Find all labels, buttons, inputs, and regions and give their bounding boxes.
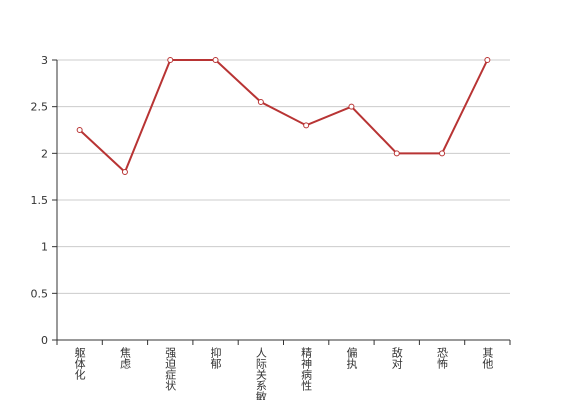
y-tick-label: 0 [41, 334, 48, 347]
data-point [167, 57, 174, 63]
series-line [78, 59, 489, 174]
x-tick-label: 躯体化 [73, 347, 86, 381]
data-point [257, 99, 264, 105]
data-point [212, 57, 219, 63]
x-tick-label: 强迫症状 [164, 347, 177, 391]
x-tick-label: 敌对 [390, 346, 403, 369]
data-point [121, 169, 128, 175]
y-tick-label: 2 [41, 147, 48, 160]
y-tick-label: 2.5 [31, 101, 49, 114]
y-tick-label: 1 [41, 241, 48, 254]
x-tick-label: 抑郁 [209, 346, 222, 369]
x-tick-label: 偏执 [345, 346, 358, 370]
x-tick-label: 恐怖 [436, 347, 449, 369]
data-point [393, 150, 400, 157]
x-tick-label: 精神病性 [300, 347, 313, 392]
y-tick-label: 3 [41, 54, 48, 67]
data-point [439, 150, 446, 157]
data-point [484, 57, 491, 63]
x-tick-label: 焦虑 [118, 347, 131, 369]
y-tick-label: 0.5 [31, 287, 49, 300]
x-tick-label: 人际关系敏感 [254, 347, 267, 400]
data-point [348, 103, 355, 110]
y-tick-label: 1.5 [31, 194, 49, 207]
x-tick-label: 其他 [481, 347, 494, 369]
data-point [303, 122, 310, 129]
data-point [76, 127, 83, 133]
